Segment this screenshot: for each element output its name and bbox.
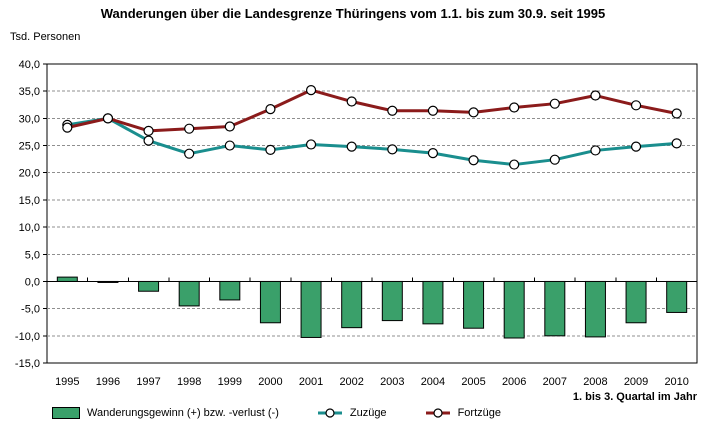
legend-item-zuzuege: Zuzüge (317, 407, 387, 419)
x-tick-label: 2008 (583, 376, 607, 388)
bar-1996 (97, 280, 119, 283)
data-point-marker (509, 102, 520, 113)
legend-label-fortzuege: Fortzüge (457, 407, 501, 419)
y-tick-label: -10,0 (15, 331, 40, 343)
bar-2010 (666, 280, 688, 313)
legend-item-fortzuege: Fortzüge (425, 407, 501, 419)
y-tick-label: 20,0 (19, 168, 40, 180)
x-axis-footnote: 1. bis 3. Quartal im Jahr (572, 391, 697, 403)
data-point-marker (590, 90, 601, 101)
data-point-marker (62, 122, 73, 133)
data-point-marker (427, 105, 439, 116)
bar-swatch-icon (52, 407, 80, 419)
y-axis-title: Tsd. Personen (10, 31, 81, 43)
y-tick-label: 10,0 (19, 222, 40, 234)
x-tick-label: 2007 (543, 376, 567, 388)
data-point-marker (305, 139, 317, 150)
line-marker-swatch-icon (317, 408, 342, 418)
x-tick-label: 2003 (380, 376, 404, 388)
legend-label-zuzuege: Zuzüge (349, 407, 387, 419)
x-tick-label: 2009 (624, 376, 648, 388)
data-point-marker (184, 123, 195, 134)
data-point-marker (509, 159, 520, 170)
bar-2004 (422, 280, 444, 325)
data-point-marker (305, 84, 317, 96)
data-point-marker (630, 141, 642, 152)
data-point-marker (630, 100, 642, 111)
data-point-marker (265, 144, 276, 155)
bar-2000 (259, 280, 281, 324)
data-point-marker (590, 145, 601, 156)
line-marker-swatch-icon (425, 408, 450, 418)
x-tick-label: 1996 (96, 376, 120, 388)
y-tick-label: 35,0 (19, 86, 40, 98)
bar-1997 (138, 280, 160, 292)
y-tick-label: -15,0 (15, 358, 40, 370)
y-tick-label: 15,0 (19, 195, 40, 207)
bar-2006 (503, 280, 525, 339)
data-point-marker (387, 105, 398, 116)
chart-title: Wanderungen über die Landesgrenze Thürin… (100, 6, 606, 21)
data-point-marker (387, 144, 398, 155)
data-point-marker (427, 148, 439, 159)
bar-2009 (625, 280, 647, 324)
x-tick-label: 2005 (461, 376, 485, 388)
x-tick-label: 2006 (502, 376, 526, 388)
bar-2008 (584, 280, 606, 338)
data-point-marker (143, 135, 154, 146)
data-point-marker (549, 154, 560, 165)
bar-2001 (300, 280, 322, 338)
legend: Wanderungsgewinn (+) bzw. -verlust (-) Z… (52, 407, 501, 419)
y-tick-label: -5,0 (21, 304, 40, 316)
bar-2005 (463, 280, 485, 329)
x-tick-label: 2002 (339, 376, 363, 388)
x-tick-label: 1998 (177, 376, 201, 388)
y-tick-label: 40,0 (19, 59, 40, 71)
bar-2003 (381, 280, 403, 322)
x-tick-label: 2000 (258, 376, 282, 388)
y-tick-label: 25,0 (19, 141, 40, 153)
data-point-marker (224, 140, 235, 151)
line-series-2 (65, 88, 679, 133)
line-series-1 (65, 116, 679, 167)
data-point-marker (346, 96, 357, 107)
data-point-marker (184, 148, 195, 159)
data-point-marker (468, 107, 479, 118)
data-point-marker (224, 121, 235, 132)
data-point-marker (143, 125, 154, 136)
x-tick-label: 1997 (136, 376, 160, 388)
y-tick-label: 30,0 (19, 113, 40, 125)
legend-item-wanderungsgewinn: Wanderungsgewinn (+) bzw. -verlust (-) (52, 407, 279, 419)
data-point-marker (346, 141, 357, 152)
data-point-marker (671, 108, 682, 119)
data-point-marker (265, 104, 276, 115)
data-point-marker (549, 98, 560, 109)
y-tick-label: 5,0 (25, 249, 40, 261)
bar-2007 (544, 280, 566, 337)
data-point-marker (102, 113, 114, 124)
bar-1998 (178, 280, 200, 307)
legend-label-wanderungsgewinn: Wanderungsgewinn (+) bzw. -verlust (-) (87, 407, 279, 419)
x-tick-label: 1999 (218, 376, 242, 388)
x-tick-label: 1995 (55, 376, 79, 388)
x-tick-label: 2004 (421, 376, 445, 388)
bar-2002 (341, 280, 363, 329)
x-tick-label: 2001 (299, 376, 323, 388)
y-tick-label: 0,0 (25, 276, 40, 288)
bar-1999 (219, 280, 241, 301)
bar-1995 (56, 276, 78, 282)
x-tick-label: 2010 (664, 376, 688, 388)
data-point-marker (468, 155, 479, 166)
data-point-marker (671, 138, 682, 149)
